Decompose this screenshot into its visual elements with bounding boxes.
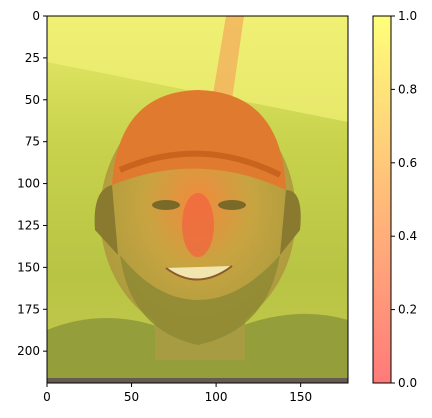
x-tick-label: 100 bbox=[205, 390, 228, 404]
colorbar-tick-label: 0.8 bbox=[398, 82, 417, 96]
y-tick-label: 125 bbox=[17, 218, 40, 232]
x-tick-label: 50 bbox=[124, 390, 139, 404]
colorbar-tick-label: 0.0 bbox=[398, 376, 417, 390]
colorbar-tick-label: 1.0 bbox=[398, 9, 417, 23]
x-tick-label: 0 bbox=[43, 390, 51, 404]
colorbar-gradient bbox=[373, 16, 391, 383]
plot-frame bbox=[46, 15, 349, 384]
x-axis: 0 50 100 150 bbox=[43, 383, 312, 404]
colorbar-tick-label: 0.4 bbox=[398, 229, 417, 243]
colorbar-axis: 0.0 0.2 0.4 0.6 0.8 1.0 bbox=[391, 9, 417, 390]
y-tick-label: 150 bbox=[17, 260, 40, 274]
heatmap-image bbox=[47, 16, 348, 383]
colorbar: 0.0 0.2 0.4 0.6 0.8 1.0 bbox=[372, 9, 417, 390]
y-axis: 0 25 50 75 100 125 150 175 200 bbox=[17, 9, 47, 358]
y-tick-label: 200 bbox=[17, 344, 40, 358]
y-tick-label: 175 bbox=[17, 302, 40, 316]
x-tick-label: 150 bbox=[289, 390, 312, 404]
y-tick-label: 0 bbox=[32, 9, 40, 23]
y-tick-label: 75 bbox=[25, 135, 40, 149]
y-tick-label: 100 bbox=[17, 177, 40, 191]
colorbar-tick-label: 0.6 bbox=[398, 156, 417, 170]
colorbar-tick-label: 0.2 bbox=[398, 303, 417, 317]
y-tick-label: 50 bbox=[25, 93, 40, 107]
y-tick-label: 25 bbox=[25, 51, 40, 65]
